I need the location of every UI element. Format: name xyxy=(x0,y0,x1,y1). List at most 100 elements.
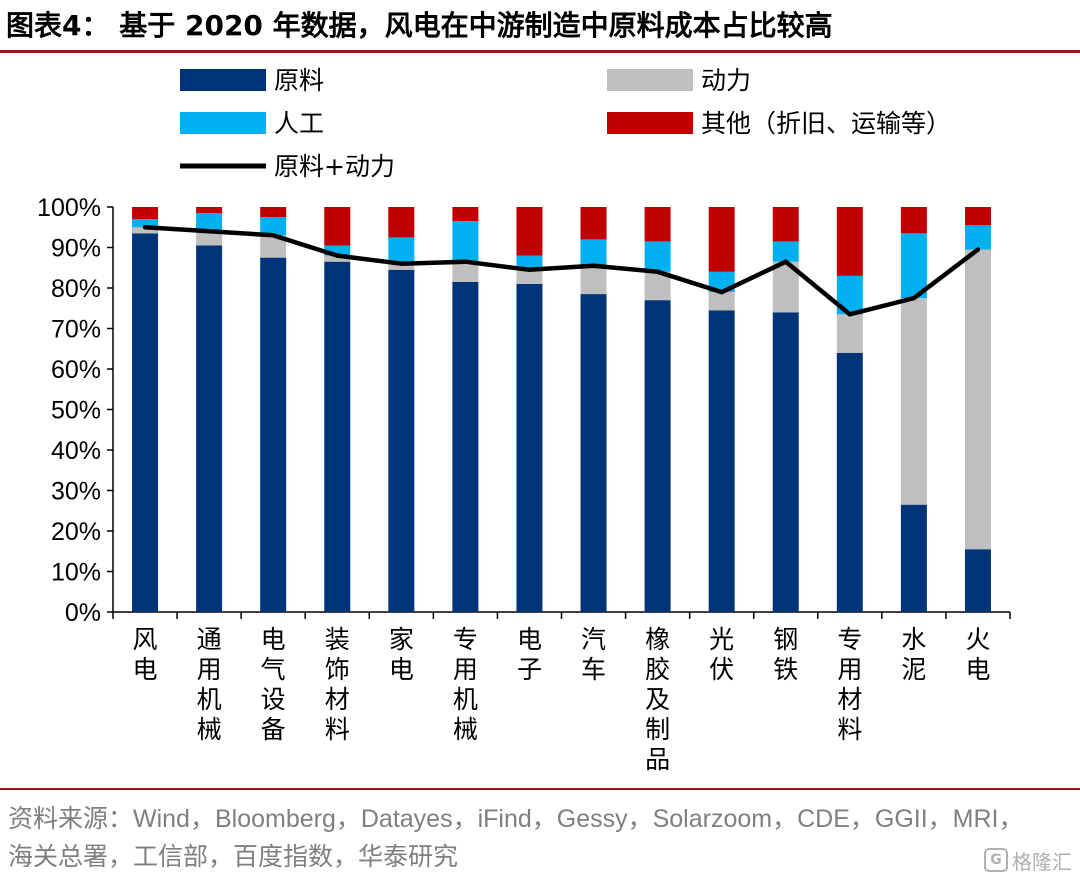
watermark-logo-icon: G xyxy=(984,848,1008,872)
y-tick-label-9: 90% xyxy=(51,235,101,263)
x-label-12: 水泥 xyxy=(901,625,926,684)
line-point-12 xyxy=(911,295,917,301)
legend-swatch-3 xyxy=(607,112,693,134)
y-tick-label-8: 80% xyxy=(51,275,101,303)
title-divider xyxy=(0,50,1080,53)
legend-label-4: 原料+动力 xyxy=(274,152,395,181)
line-point-0 xyxy=(142,225,148,230)
bar-power-11 xyxy=(836,314,863,353)
line-point-8 xyxy=(655,269,660,274)
bar-labor-6 xyxy=(516,255,543,270)
bar-other-5 xyxy=(452,207,479,222)
chart-title: 图表4： 基于 2020 年数据，风电在中游制造中原料成本占比较高 xyxy=(6,9,833,42)
bar-raw-6 xyxy=(516,283,543,612)
line-point-11 xyxy=(847,312,853,317)
line-point-3 xyxy=(335,253,340,258)
bar-labor-13 xyxy=(964,225,991,250)
y-tick-label-4: 40% xyxy=(51,437,101,465)
bar-raw-3 xyxy=(324,261,351,612)
x-label-3: 装饰材料 xyxy=(325,625,350,744)
line-point-10 xyxy=(783,259,788,264)
line-point-4 xyxy=(399,261,404,266)
legend-label-3: 其他（折旧、运输等） xyxy=(701,109,951,138)
x-label-11: 专用材料 xyxy=(837,625,862,744)
bar-raw-1 xyxy=(196,245,223,612)
y-tick-label-0: 0% xyxy=(65,599,101,627)
bar-raw-5 xyxy=(452,281,479,612)
bar-power-12 xyxy=(900,298,927,505)
bar-power-6 xyxy=(516,269,543,284)
bar-raw-4 xyxy=(388,269,415,612)
bar-labor-8 xyxy=(644,241,671,272)
bar-labor-12 xyxy=(900,233,927,299)
bar-other-1 xyxy=(196,207,223,214)
bar-other-2 xyxy=(260,207,287,218)
bar-power-13 xyxy=(964,249,991,550)
bar-power-2 xyxy=(260,235,287,258)
bar-power-4 xyxy=(388,263,415,270)
bar-other-13 xyxy=(964,207,991,226)
bar-raw-2 xyxy=(260,257,287,612)
x-label-9: 光伏 xyxy=(709,625,734,684)
bar-power-0 xyxy=(132,227,159,234)
x-label-10: 钢铁 xyxy=(773,625,798,684)
bar-labor-10 xyxy=(772,241,799,262)
bar-other-0 xyxy=(132,207,159,220)
line-point-9 xyxy=(719,289,724,295)
x-label-0: 风电 xyxy=(133,625,158,684)
bar-other-11 xyxy=(836,207,863,276)
x-label-7: 汽车 xyxy=(581,625,606,684)
legend-swatch-2 xyxy=(180,112,266,134)
line-raw-plus-power xyxy=(144,225,980,317)
bar-other-4 xyxy=(388,207,415,238)
bar-power-5 xyxy=(452,261,479,282)
bar-other-7 xyxy=(580,207,607,240)
bar-other-6 xyxy=(516,207,543,256)
legend-label-1: 动力 xyxy=(701,66,751,95)
legend-swatch-1 xyxy=(607,69,693,91)
bar-raw-10 xyxy=(772,312,799,612)
bar-labor-2 xyxy=(260,217,287,236)
x-label-2: 电气设备 xyxy=(261,625,286,744)
bar-other-12 xyxy=(900,207,927,234)
y-tick-label-5: 50% xyxy=(51,397,101,425)
bar-labor-1 xyxy=(196,213,223,232)
bar-power-7 xyxy=(580,265,607,295)
line-point-2 xyxy=(270,233,276,238)
source-divider xyxy=(0,788,1080,790)
bar-power-9 xyxy=(708,292,735,311)
y-tick-label-7: 70% xyxy=(51,316,101,344)
y-tick-label-6: 60% xyxy=(51,356,101,384)
line-point-13 xyxy=(975,247,981,252)
source-note: 资料来源：Wind，Bloomberg，Datayes，iFind，Gessy，… xyxy=(8,805,1024,871)
bar-power-3 xyxy=(324,255,351,262)
y-tick-label-3: 30% xyxy=(51,478,101,506)
bar-other-8 xyxy=(644,207,671,242)
x-label-13: 火电 xyxy=(965,625,990,684)
bar-raw-0 xyxy=(132,233,159,612)
bar-raw-12 xyxy=(900,504,927,612)
x-label-1: 通用机械 xyxy=(197,625,222,744)
bar-labor-7 xyxy=(580,239,607,266)
legend-swatch-0 xyxy=(180,69,266,91)
x-label-5: 专用机械 xyxy=(453,625,478,744)
watermark-text: 格隆汇 xyxy=(1012,849,1072,874)
watermark: G 格隆汇 xyxy=(984,846,1072,874)
bar-other-9 xyxy=(708,207,735,272)
x-label-6: 电子 xyxy=(517,625,542,684)
bar-raw-11 xyxy=(836,352,863,612)
line-point-6 xyxy=(527,267,532,272)
line-point-5 xyxy=(463,259,468,264)
bar-labor-5 xyxy=(452,221,479,262)
x-label-4: 家电 xyxy=(389,625,414,684)
line-point-1 xyxy=(206,229,212,234)
bar-raw-13 xyxy=(964,549,991,612)
bar-raw-9 xyxy=(708,310,735,612)
y-tick-label-2: 20% xyxy=(51,518,101,546)
x-label-8: 橡胶及制品 xyxy=(645,625,670,774)
bar-other-3 xyxy=(324,207,351,246)
bar-raw-7 xyxy=(580,294,607,612)
legend-label-0: 原料 xyxy=(274,66,324,95)
bar-labor-4 xyxy=(388,237,415,264)
